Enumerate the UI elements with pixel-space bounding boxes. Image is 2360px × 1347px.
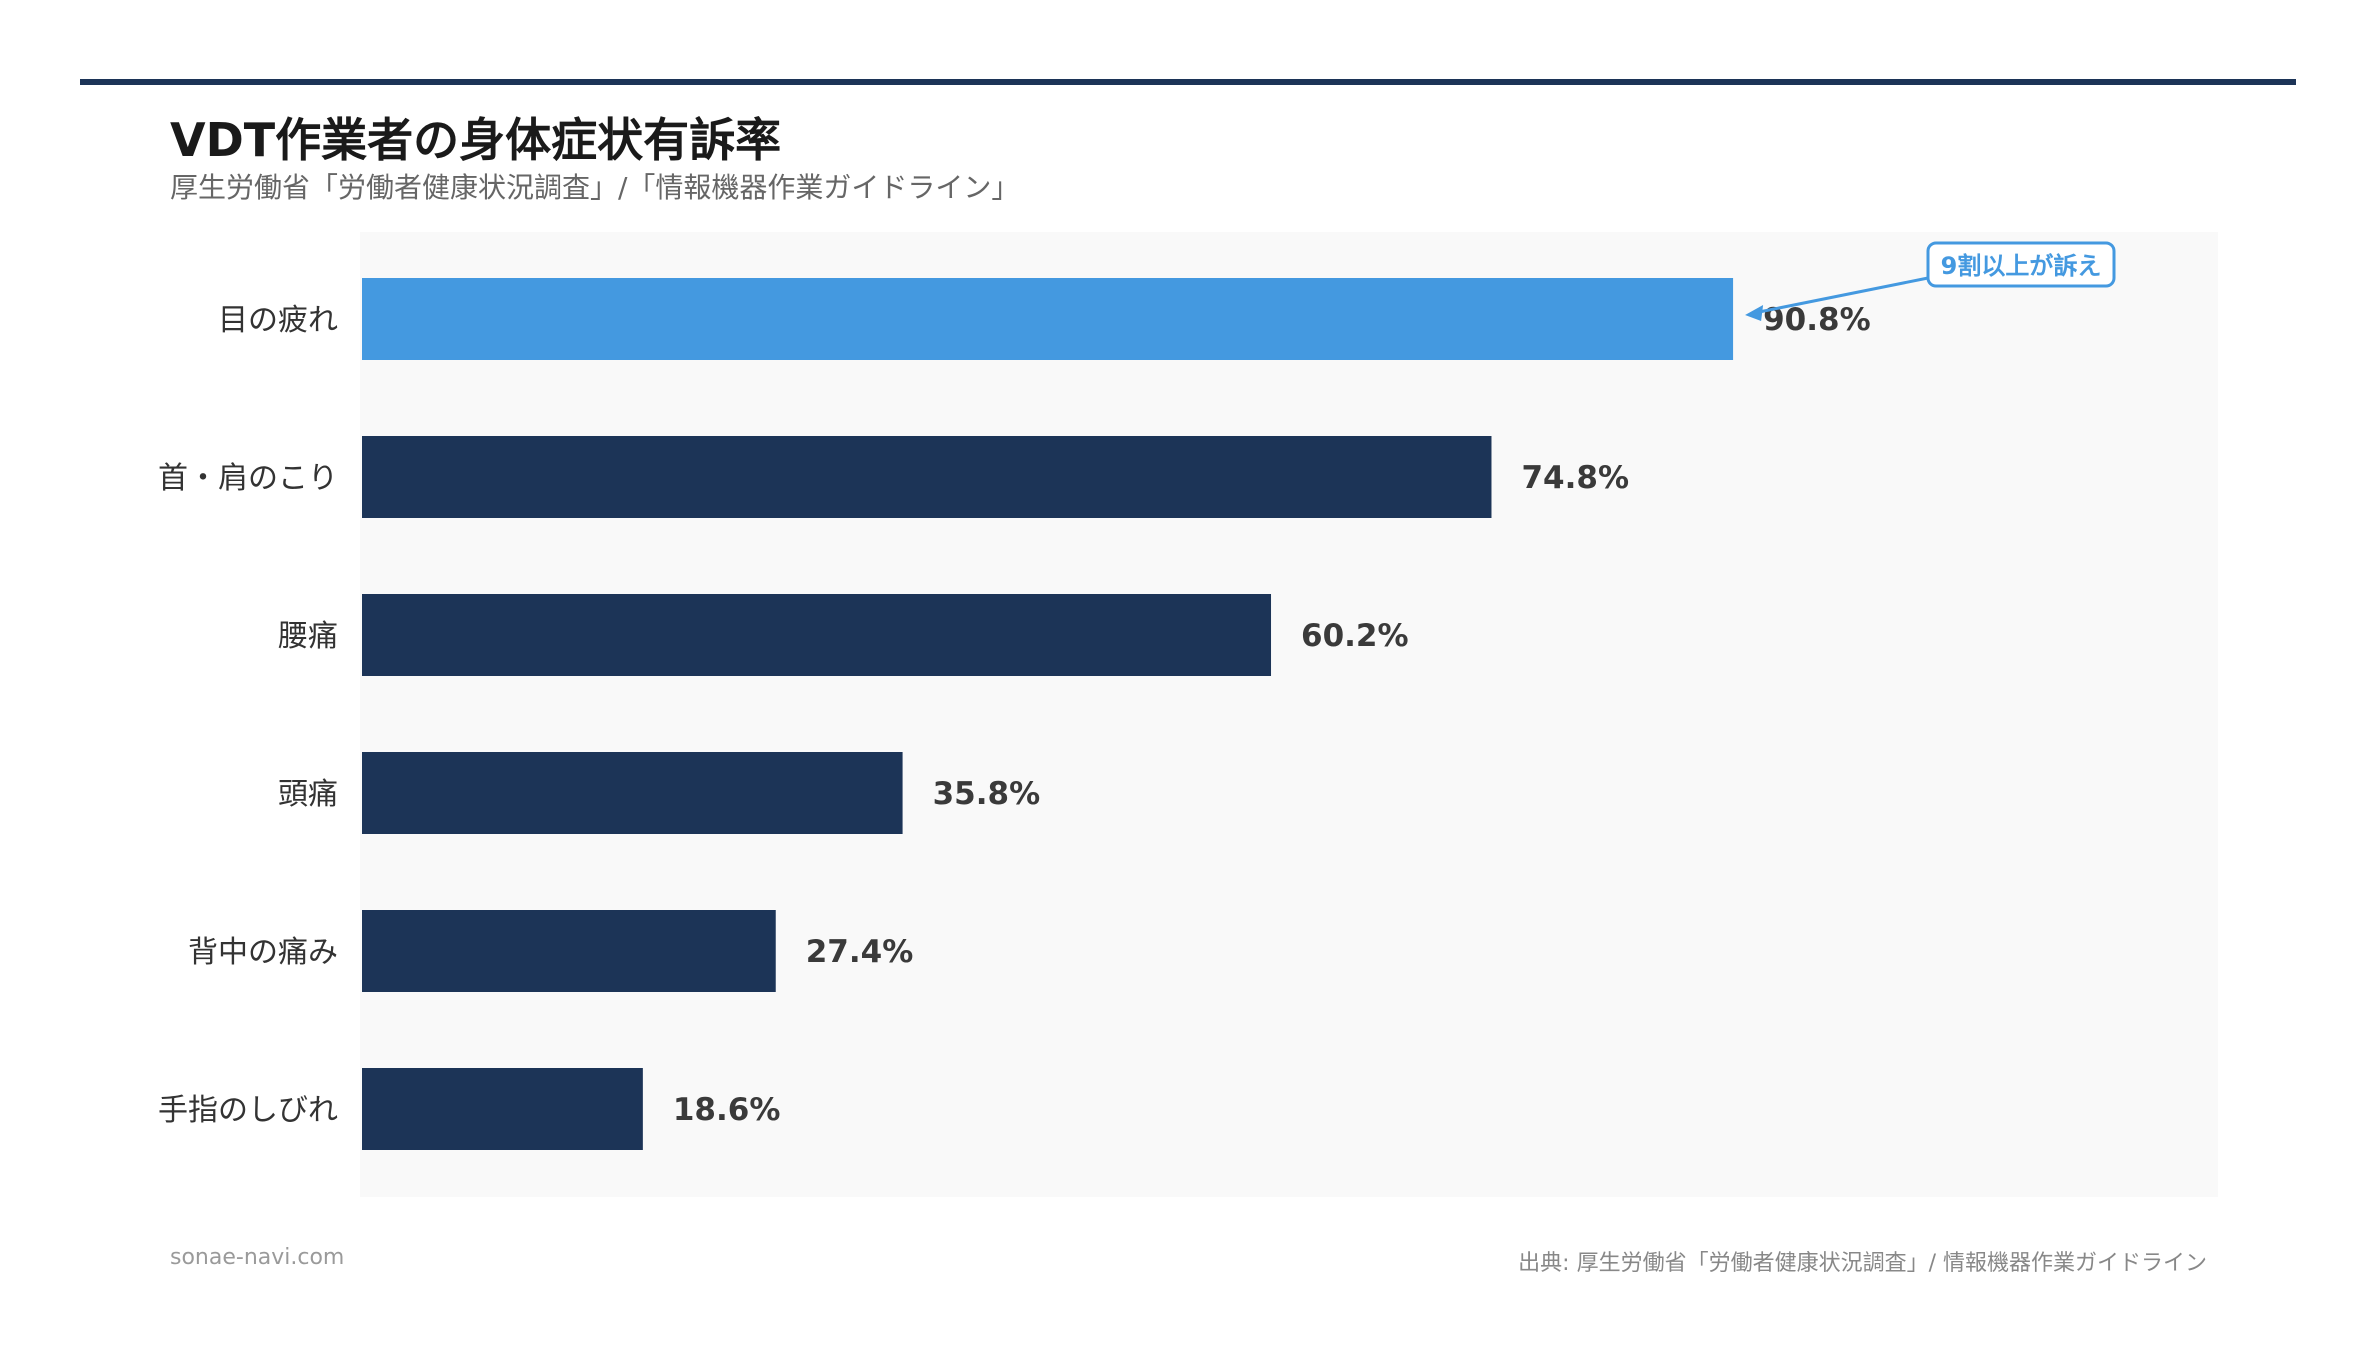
annotation-layer: 9割以上が訴え [1745,241,2116,321]
value-label: 60.2% [1301,618,1409,654]
annotation-arrow-line [1758,276,1929,314]
category-label: 首・肩のこり [158,461,338,496]
plot-area [360,232,2218,1197]
annotation-box [1926,241,2116,288]
bar [362,594,1272,676]
bar [362,910,776,992]
bar [362,752,903,834]
top-rule [80,79,2296,85]
annotation-text: 9割以上が訴え [1941,252,2102,280]
footer-source: 出典: 厚生労働省「労働者健康状況調査」/ 情報機器作業ガイドライン [1518,1251,2207,1276]
chart-title: VDT作業者の身体症状有訴率 [170,113,782,167]
category-label: 手指のしびれ [158,1093,338,1128]
category-label: 腰痛 [278,619,338,654]
annotation-arrow-head [1745,305,1764,321]
chart-subtitle: 厚生労働省「労働者健康状況調査」/「情報機器作業ガイドライン」 [170,171,1020,204]
value-label: 27.4% [806,934,914,970]
footer-site: sonae-navi.com [170,1245,345,1270]
value-label: 74.8% [1521,460,1629,496]
category-label: 頭痛 [278,777,338,812]
value-label: 35.8% [933,776,1041,812]
bar [362,278,1734,360]
category-label: 目の疲れ [218,303,338,338]
bar [362,1068,643,1150]
bar [362,436,1492,518]
value-label: 18.6% [673,1092,781,1128]
category-label: 背中の痛み [188,935,338,970]
